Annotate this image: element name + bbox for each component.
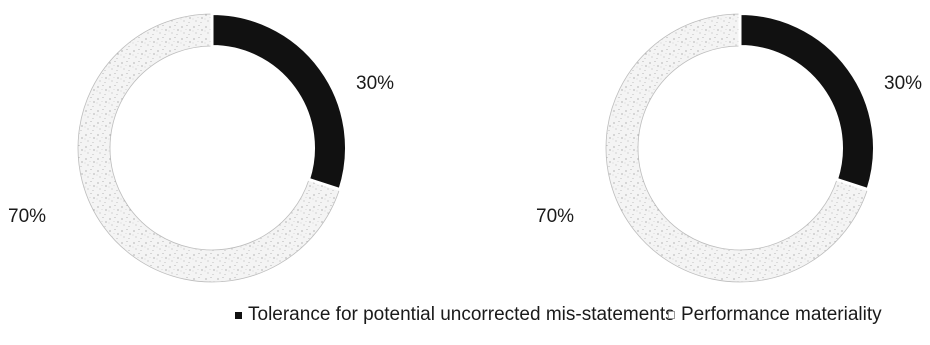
slice-separator bbox=[835, 177, 869, 192]
data-label-performance: 70% bbox=[536, 206, 574, 227]
donut-chart-left: 30% 70% bbox=[8, 12, 394, 283]
donut-slice-performance bbox=[77, 13, 340, 283]
donut-slice-tolerance bbox=[211, 12, 347, 191]
data-label-tolerance: 30% bbox=[356, 73, 394, 94]
donut-slice-performance bbox=[605, 13, 868, 283]
legend-item-performance: Performance materiality bbox=[668, 304, 882, 326]
data-label-performance: 70% bbox=[8, 206, 46, 227]
slice-separator bbox=[307, 177, 341, 192]
legend-item-tolerance: Tolerance for potential uncorrected mis-… bbox=[235, 304, 675, 326]
data-label-tolerance: 30% bbox=[884, 73, 922, 94]
legend-swatch-dark bbox=[235, 311, 242, 319]
legend-label-tolerance: Tolerance for potential uncorrected mis-… bbox=[248, 304, 675, 325]
legend-swatch-light bbox=[668, 311, 675, 319]
donut-chart-right: 30% 70% bbox=[536, 12, 922, 283]
legend-label-performance: Performance materiality bbox=[681, 304, 882, 325]
chart-legend: Tolerance for potential uncorrected mis-… bbox=[0, 304, 930, 334]
donut-slice-tolerance bbox=[739, 12, 875, 191]
